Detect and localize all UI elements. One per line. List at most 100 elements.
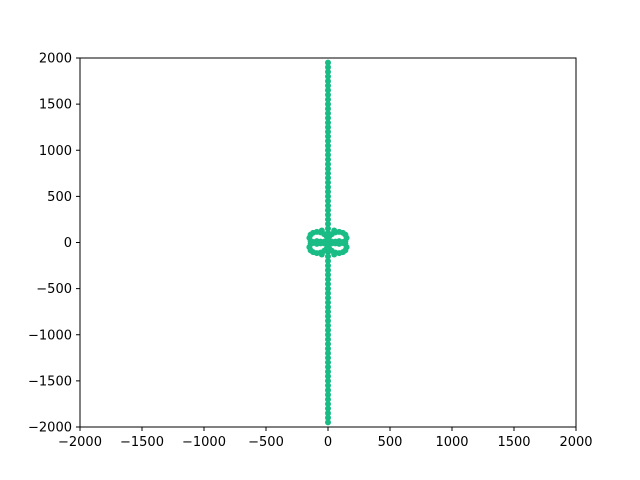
y-tick-label: −500: [36, 282, 72, 297]
data-point: [325, 294, 331, 301]
x-tick-label: 1000: [435, 435, 468, 450]
data-point: [325, 114, 331, 121]
data-point: [331, 227, 338, 234]
y-tick-label: −1000: [28, 328, 72, 343]
data-point: [325, 151, 331, 158]
data-point: [325, 285, 331, 292]
data-point: [325, 147, 331, 154]
data-point: [325, 216, 331, 223]
data-point: [325, 405, 331, 412]
data-point: [318, 251, 325, 258]
data-point: [325, 161, 331, 168]
data-point: [325, 179, 331, 186]
data-point: [325, 73, 331, 80]
data-point: [325, 419, 331, 426]
points-layer: [306, 59, 350, 426]
data-point: [325, 340, 331, 347]
data-point: [325, 276, 331, 283]
data-point: [325, 304, 331, 311]
data-point: [325, 138, 331, 145]
data-point: [325, 225, 331, 232]
data-point: [325, 299, 331, 306]
x-tick-label: −1500: [120, 435, 164, 450]
y-tick-label: 1500: [39, 98, 72, 113]
data-point: [325, 377, 331, 384]
data-point: [325, 188, 331, 195]
y-tick-label: −1500: [28, 374, 72, 389]
data-point: [325, 364, 331, 371]
data-point: [325, 317, 331, 324]
data-point: [325, 410, 331, 417]
data-point: [325, 165, 331, 172]
data-point: [325, 124, 331, 131]
data-point: [325, 368, 331, 375]
data-point: [325, 257, 331, 264]
data-point: [325, 327, 331, 334]
data-point: [325, 391, 331, 398]
data-point: [325, 345, 331, 352]
data-point: [325, 156, 331, 163]
data-point: [325, 281, 331, 288]
data-point: [325, 290, 331, 297]
x-tick-label: 1500: [497, 435, 530, 450]
x-tick-label: −2000: [58, 435, 102, 450]
data-point: [325, 313, 331, 320]
data-point: [325, 110, 331, 117]
data-point: [325, 64, 331, 71]
y-tick-label: 500: [47, 190, 72, 205]
data-point: [325, 202, 331, 209]
data-point: [325, 91, 331, 98]
data-point: [325, 82, 331, 89]
y-tick-label: −2000: [28, 421, 72, 436]
data-point: [325, 414, 331, 421]
data-point: [325, 350, 331, 357]
data-point: [325, 96, 331, 103]
data-point: [331, 251, 338, 258]
x-tick-label: 2000: [559, 435, 592, 450]
data-point: [325, 271, 331, 278]
data-point: [325, 322, 331, 329]
ticks-layer: −2000 −1500 −1000 −500 0 500 1000 1500 2000 −2000…: [28, 52, 593, 451]
data-point: [325, 142, 331, 149]
x-tick-label: 0: [324, 435, 332, 450]
data-point: [326, 245, 333, 252]
data-point: [325, 396, 331, 403]
data-point: [325, 78, 331, 85]
y-tick-label: 0: [64, 236, 72, 251]
y-tick-label: 2000: [39, 52, 72, 67]
data-point: [325, 359, 331, 366]
x-tick-label: 500: [378, 435, 403, 450]
data-point: [325, 105, 331, 112]
data-point: [328, 240, 335, 247]
data-point: [326, 233, 333, 240]
x-tick-label: −500: [248, 435, 284, 450]
data-point: [325, 336, 331, 343]
data-point: [325, 193, 331, 200]
data-point: [325, 184, 331, 191]
data-point: [325, 68, 331, 75]
data-point: [325, 59, 331, 66]
data-point: [321, 240, 328, 247]
y-tick-label: 1000: [39, 144, 72, 159]
data-point: [325, 87, 331, 94]
data-point: [325, 197, 331, 204]
data-point: [325, 387, 331, 394]
data-point: [325, 221, 331, 228]
data-point: [325, 128, 331, 135]
data-point: [325, 101, 331, 108]
data-point: [325, 211, 331, 218]
data-point: [325, 170, 331, 177]
data-point: [325, 382, 331, 389]
data-point: [325, 207, 331, 214]
data-point: [325, 373, 331, 380]
data-point: [325, 253, 331, 260]
data-point: [325, 267, 331, 274]
data-point: [325, 400, 331, 407]
data-point: [318, 227, 325, 234]
data-point: [325, 331, 331, 338]
data-point: [325, 133, 331, 140]
data-point: [325, 119, 331, 126]
data-point: [325, 354, 331, 361]
